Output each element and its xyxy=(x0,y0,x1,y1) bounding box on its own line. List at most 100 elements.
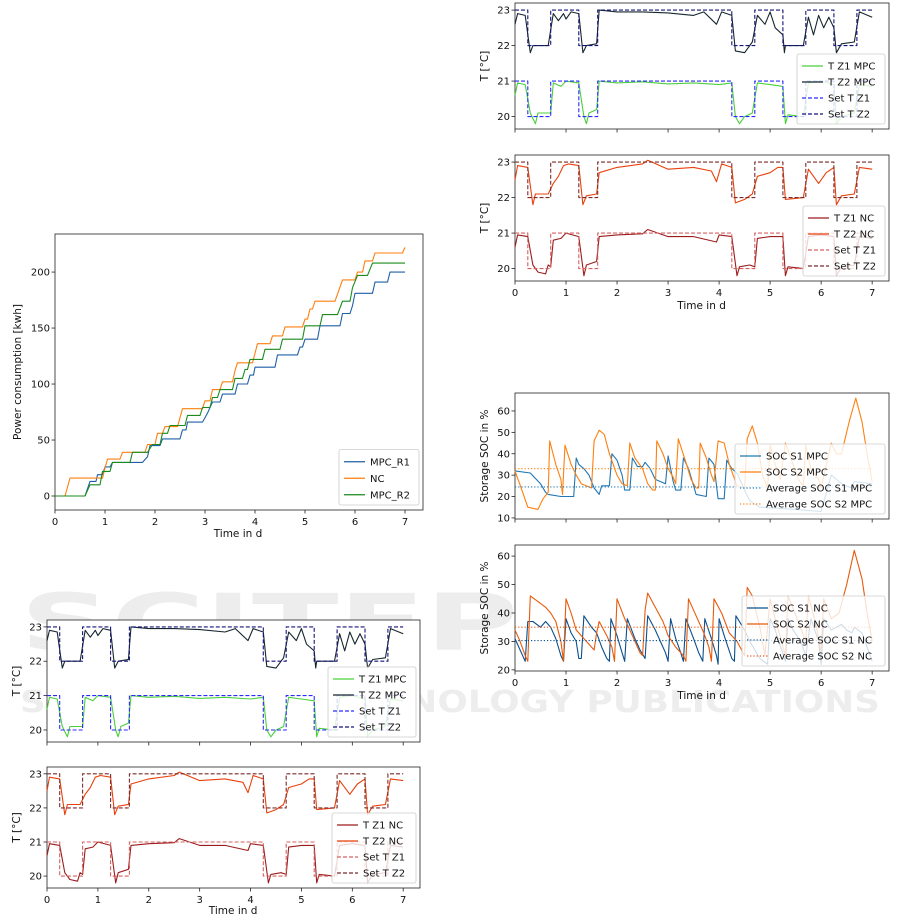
legend-label: T Z1 MPC xyxy=(827,62,875,73)
y-axis-label: T [°C] xyxy=(479,203,491,235)
x-tick-label: 2 xyxy=(146,895,152,906)
x-tick-label: 3 xyxy=(665,288,671,299)
legend: MPC_R1 NC MPC_R2 xyxy=(338,449,420,506)
x-tick-label: 0 xyxy=(512,678,518,689)
x-tick-label: 1 xyxy=(563,288,569,299)
series-line-set-t-z2 xyxy=(47,773,404,809)
y-tick-label: 60 xyxy=(497,552,510,563)
legend-label: T Z2 MPC xyxy=(358,691,406,702)
legend-label: Set T Z2 xyxy=(828,110,870,121)
legend: T Z1 NC T Z2 NC Set T Z1 Set T Z2 xyxy=(331,812,417,884)
legend-label: MPC_R2 xyxy=(370,490,410,501)
legend-label: Set T Z1 xyxy=(363,853,405,864)
legend: T Z1 MPC T Z2 MPC Set T Z1 Set T Z2 xyxy=(327,666,417,738)
x-tick-label: 0 xyxy=(44,895,50,906)
legend: T Z1 NC T Z2 NC Set T Z1 Set T Z2 xyxy=(802,205,886,277)
legend-label: T Z2 NC xyxy=(362,837,403,848)
legend-label: T Z1 NC xyxy=(362,821,403,832)
legend-frame xyxy=(802,205,886,277)
x-tick-label: 6 xyxy=(818,678,824,689)
legend-frame xyxy=(331,812,417,884)
legend-label: NC xyxy=(370,474,384,485)
y-tick-label: 60 xyxy=(497,406,510,417)
series-line-set-t-z2 xyxy=(515,9,873,47)
y-axis-label: T [°C] xyxy=(11,812,23,844)
legend-frame xyxy=(741,595,886,667)
y-tick-label: 21 xyxy=(497,77,510,88)
x-tick-label: 4 xyxy=(247,895,253,906)
legend-label: Average SOC S1 MPC xyxy=(766,484,872,495)
chart-panel-power: 0 1 2 3 4 5 6 7 0 50 100 150 200 Time in d Power consu… xyxy=(12,233,424,540)
x-tick-label: 7 xyxy=(402,517,408,528)
y-tick-label: 20 xyxy=(497,492,510,503)
x-tick-label: 4 xyxy=(252,517,258,528)
y-tick-label: 20 xyxy=(29,872,42,883)
x-tick-label: 2 xyxy=(614,288,620,299)
legend-frame xyxy=(734,443,886,515)
x-tick-label: 5 xyxy=(302,517,308,528)
legend: SOC S1 MPC SOC S2 MPC Average SOC S1 MPC Av… xyxy=(734,443,886,515)
x-tick-label: 0 xyxy=(52,517,58,528)
x-tick-label: 5 xyxy=(767,678,773,689)
legend-label: Average SOC S1 NC xyxy=(773,636,872,647)
y-tick-label: 21 xyxy=(29,691,42,702)
x-tick-label: 1 xyxy=(563,678,569,689)
x-axis-label: Time in d xyxy=(676,300,726,312)
y-tick-label: 23 xyxy=(29,769,42,780)
x-tick-label: 5 xyxy=(298,895,304,906)
series-line-t-z2-mpc xyxy=(514,9,873,54)
x-tick-label: 6 xyxy=(352,517,358,528)
y-tick-label: 22 xyxy=(29,803,42,814)
x-tick-label: 3 xyxy=(202,517,208,528)
y-tick-label: 23 xyxy=(29,622,42,633)
series-line-t-z2-nc xyxy=(46,771,404,816)
y-axis-label: T [°C] xyxy=(479,51,491,83)
y-tick-label: 21 xyxy=(497,229,510,240)
x-tick-label: 4 xyxy=(716,288,722,299)
x-tick-label: 3 xyxy=(665,678,671,689)
y-tick-label: 22 xyxy=(497,41,510,52)
y-tick-label: 20 xyxy=(497,665,510,676)
legend: T Z1 MPC T Z2 MPC Set T Z1 Set T Z2 xyxy=(796,53,886,125)
x-tick-label: 1 xyxy=(102,517,108,528)
x-axis-label: Time in d xyxy=(208,905,258,917)
y-tick-label: 50 xyxy=(497,580,510,591)
legend-label: Set T Z2 xyxy=(359,723,401,734)
legend: SOC S1 NC SOC S2 NC Average SOC S1 NC Avera… xyxy=(741,595,886,667)
x-tick-label: 6 xyxy=(818,288,824,299)
y-tick-label: 150 xyxy=(31,324,50,335)
y-tick-label: 40 xyxy=(497,608,510,619)
y-tick-label: 21 xyxy=(29,837,42,848)
y-tick-label: 50 xyxy=(37,436,50,447)
y-tick-label: 22 xyxy=(497,193,510,204)
y-axis-label: Storage SOC in % xyxy=(479,410,491,503)
series-line-set-t-z2 xyxy=(515,161,873,199)
x-tick-label: 3 xyxy=(196,895,202,906)
y-axis-label: Storage SOC in % xyxy=(479,562,491,655)
y-tick-label: 40 xyxy=(497,449,510,460)
legend-label: Average SOC S2 MPC xyxy=(766,500,872,511)
x-tick-label: 7 xyxy=(400,895,406,906)
legend-label: T Z2 MPC xyxy=(827,78,875,89)
legend-label: T Z2 NC xyxy=(833,230,874,241)
x-axis-label: Time in d xyxy=(676,690,726,702)
chart-panel-soc_nc: 0 1 2 3 4 5 6 7 20 30 40 50 60 Time in d Storage SOC i… xyxy=(479,544,890,702)
x-tick-label: 0 xyxy=(512,288,518,299)
y-tick-label: 20 xyxy=(497,112,510,123)
x-tick-label: 2 xyxy=(614,678,620,689)
series-line-mpc-r2 xyxy=(55,262,405,497)
chart-panel-temperature_mpc: 20 21 22 23 T [°C] T Z1 MPC T Z2 MPC Set T Z1 Se… xyxy=(11,619,421,746)
x-tick-label: 1 xyxy=(95,895,101,906)
x-tick-label: 4 xyxy=(716,678,722,689)
legend-label: SOC S1 NC xyxy=(773,604,828,615)
y-tick-label: 200 xyxy=(31,268,50,279)
legend-label: T Z1 NC xyxy=(833,214,874,225)
x-tick-label: 7 xyxy=(869,678,875,689)
y-axis-label: Power consumption [kwh] xyxy=(12,304,24,440)
y-tick-label: 30 xyxy=(497,471,510,482)
y-axis-label: T [°C] xyxy=(11,666,23,698)
